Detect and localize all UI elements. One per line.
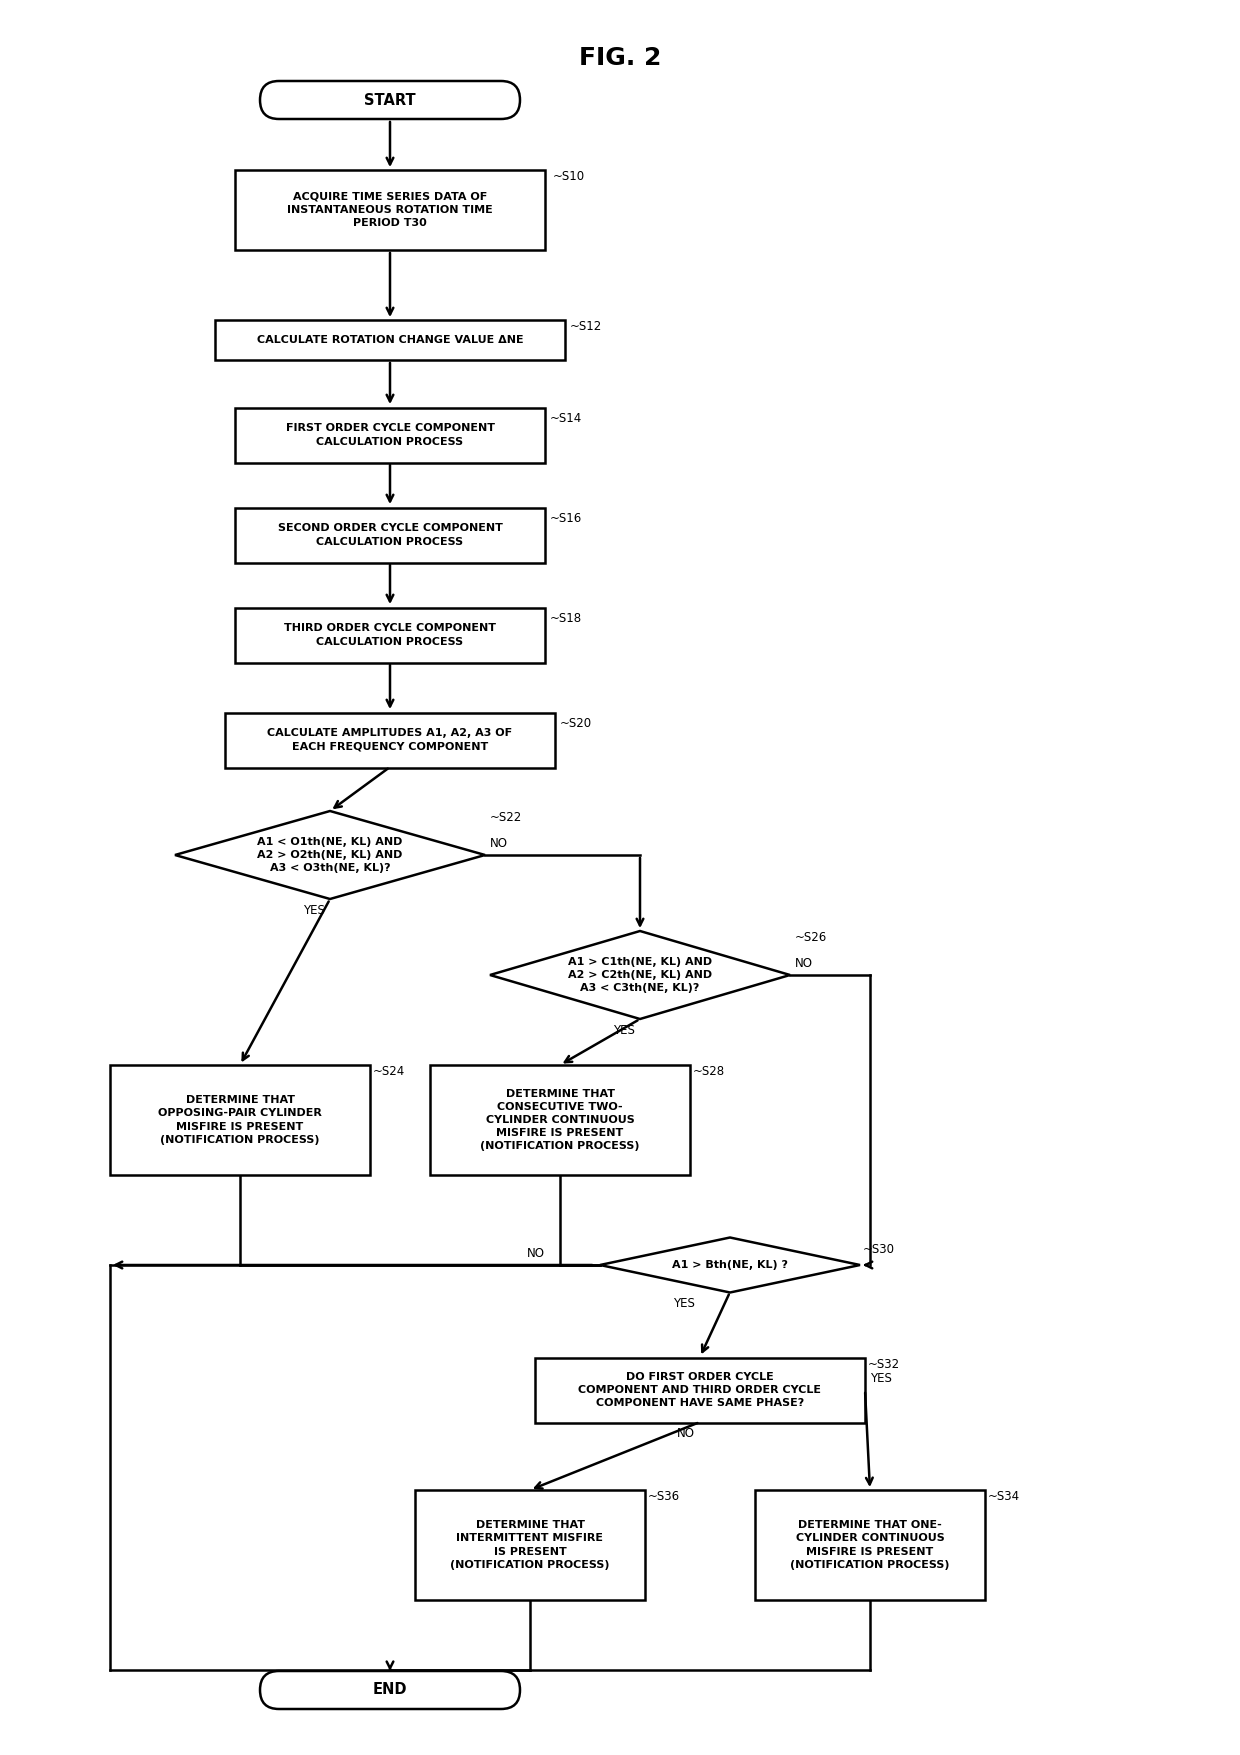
FancyBboxPatch shape bbox=[236, 607, 546, 662]
Text: DO FIRST ORDER CYCLE
COMPONENT AND THIRD ORDER CYCLE
COMPONENT HAVE SAME PHASE?: DO FIRST ORDER CYCLE COMPONENT AND THIRD… bbox=[579, 1372, 821, 1408]
Text: ACQUIRE TIME SERIES DATA OF
INSTANTANEOUS ROTATION TIME
PERIOD T30: ACQUIRE TIME SERIES DATA OF INSTANTANEOU… bbox=[288, 191, 492, 228]
FancyBboxPatch shape bbox=[236, 507, 546, 563]
Text: ~S36: ~S36 bbox=[649, 1490, 680, 1502]
Text: ~S24: ~S24 bbox=[373, 1065, 405, 1078]
Polygon shape bbox=[490, 930, 790, 1020]
Text: YES: YES bbox=[870, 1372, 892, 1385]
FancyBboxPatch shape bbox=[755, 1490, 985, 1601]
Text: SECOND ORDER CYCLE COMPONENT
CALCULATION PROCESS: SECOND ORDER CYCLE COMPONENT CALCULATION… bbox=[278, 523, 502, 546]
FancyBboxPatch shape bbox=[110, 1065, 370, 1176]
Text: ~S32: ~S32 bbox=[868, 1358, 900, 1371]
Text: YES: YES bbox=[673, 1297, 694, 1309]
Text: FIG. 2: FIG. 2 bbox=[579, 46, 661, 70]
Text: CALCULATE ROTATION CHANGE VALUE ΔNE: CALCULATE ROTATION CHANGE VALUE ΔNE bbox=[257, 335, 523, 346]
Text: CALCULATE AMPLITUDES A1, A2, A3 OF
EACH FREQUENCY COMPONENT: CALCULATE AMPLITUDES A1, A2, A3 OF EACH … bbox=[268, 728, 512, 751]
Text: NO: NO bbox=[795, 956, 813, 971]
Polygon shape bbox=[600, 1237, 861, 1292]
Text: YES: YES bbox=[303, 904, 325, 918]
Text: NO: NO bbox=[490, 837, 508, 849]
Text: DETERMINE THAT
INTERMITTENT MISFIRE
IS PRESENT
(NOTIFICATION PROCESS): DETERMINE THAT INTERMITTENT MISFIRE IS P… bbox=[450, 1520, 610, 1569]
FancyBboxPatch shape bbox=[224, 713, 556, 767]
FancyBboxPatch shape bbox=[236, 170, 546, 249]
Text: A1 < O1th(NE, KL) AND
A2 > O2th(NE, KL) AND
A3 < O3th(NE, KL)?: A1 < O1th(NE, KL) AND A2 > O2th(NE, KL) … bbox=[258, 837, 403, 874]
Text: ~S18: ~S18 bbox=[551, 612, 582, 625]
Text: THIRD ORDER CYCLE COMPONENT
CALCULATION PROCESS: THIRD ORDER CYCLE COMPONENT CALCULATION … bbox=[284, 623, 496, 646]
Text: ~S26: ~S26 bbox=[795, 930, 827, 944]
Text: A1 > Bth(NE, KL) ?: A1 > Bth(NE, KL) ? bbox=[672, 1260, 787, 1271]
Text: END: END bbox=[373, 1683, 407, 1697]
Text: ~S30: ~S30 bbox=[863, 1243, 895, 1257]
FancyBboxPatch shape bbox=[215, 319, 565, 360]
Text: ~S28: ~S28 bbox=[693, 1065, 725, 1078]
Text: ~S22: ~S22 bbox=[490, 811, 522, 825]
Text: DETERMINE THAT ONE-
CYLINDER CONTINUOUS
MISFIRE IS PRESENT
(NOTIFICATION PROCESS: DETERMINE THAT ONE- CYLINDER CONTINUOUS … bbox=[790, 1520, 950, 1569]
FancyBboxPatch shape bbox=[534, 1358, 866, 1423]
FancyBboxPatch shape bbox=[236, 407, 546, 463]
Text: START: START bbox=[365, 93, 415, 107]
Text: FIRST ORDER CYCLE COMPONENT
CALCULATION PROCESS: FIRST ORDER CYCLE COMPONENT CALCULATION … bbox=[285, 423, 495, 446]
Text: NO: NO bbox=[527, 1248, 546, 1260]
FancyBboxPatch shape bbox=[430, 1065, 689, 1176]
Text: NO: NO bbox=[677, 1427, 694, 1441]
Text: ~S12: ~S12 bbox=[570, 319, 603, 333]
Polygon shape bbox=[175, 811, 485, 899]
Text: ~S16: ~S16 bbox=[551, 512, 583, 525]
Text: YES: YES bbox=[613, 1023, 635, 1037]
Text: A1 > C1th(NE, KL) AND
A2 > C2th(NE, KL) AND
A3 < C3th(NE, KL)?: A1 > C1th(NE, KL) AND A2 > C2th(NE, KL) … bbox=[568, 956, 712, 993]
Text: ~S10: ~S10 bbox=[553, 170, 585, 183]
FancyBboxPatch shape bbox=[260, 1671, 520, 1709]
Text: ~S20: ~S20 bbox=[560, 718, 593, 730]
Text: ~S14: ~S14 bbox=[551, 412, 583, 425]
Text: DETERMINE THAT
CONSECUTIVE TWO-
CYLINDER CONTINUOUS
MISFIRE IS PRESENT
(NOTIFICA: DETERMINE THAT CONSECUTIVE TWO- CYLINDER… bbox=[480, 1088, 640, 1151]
Text: DETERMINE THAT
OPPOSING-PAIR CYLINDER
MISFIRE IS PRESENT
(NOTIFICATION PROCESS): DETERMINE THAT OPPOSING-PAIR CYLINDER MI… bbox=[157, 1095, 322, 1144]
FancyBboxPatch shape bbox=[415, 1490, 645, 1601]
Text: ~S34: ~S34 bbox=[988, 1490, 1021, 1502]
FancyBboxPatch shape bbox=[260, 81, 520, 119]
